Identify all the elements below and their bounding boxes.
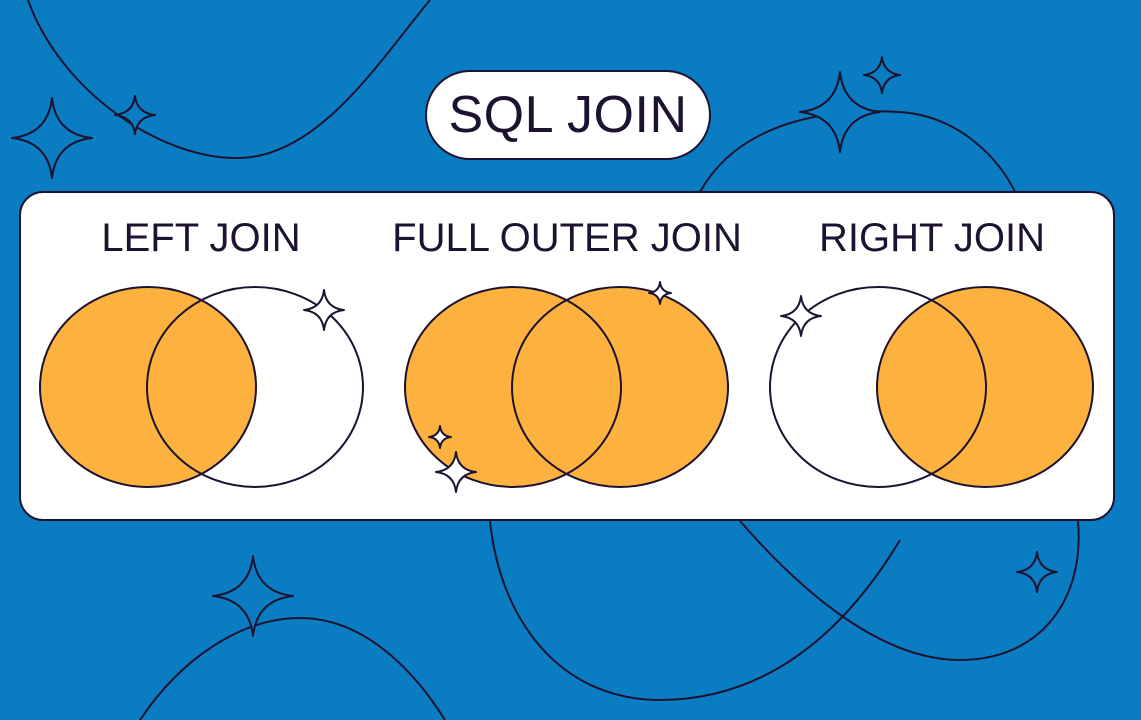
title-badge: SQL JOIN <box>425 70 711 160</box>
decorative-curve-bottom-middle <box>489 520 901 702</box>
page-title: SQL JOIN <box>448 86 688 144</box>
sparkle-icon <box>1016 551 1058 593</box>
right-join-label: RIGHT JOIN <box>819 216 1045 260</box>
decorative-curve-top-left <box>27 0 431 160</box>
decorative-curve-bottom-right <box>739 520 1080 662</box>
decorative-curve-right-upper <box>699 110 1016 193</box>
sparkle-icon <box>114 95 156 135</box>
full-outer-join-label: FULL OUTER JOIN <box>392 216 742 260</box>
sparkle-icon <box>799 71 881 153</box>
sparkle-icon <box>212 555 294 637</box>
left-join-label: LEFT JOIN <box>101 216 301 260</box>
decorative-curve-bottom-left <box>139 616 446 720</box>
sparkle-icon <box>11 97 93 179</box>
sparkle-icon <box>863 56 901 94</box>
